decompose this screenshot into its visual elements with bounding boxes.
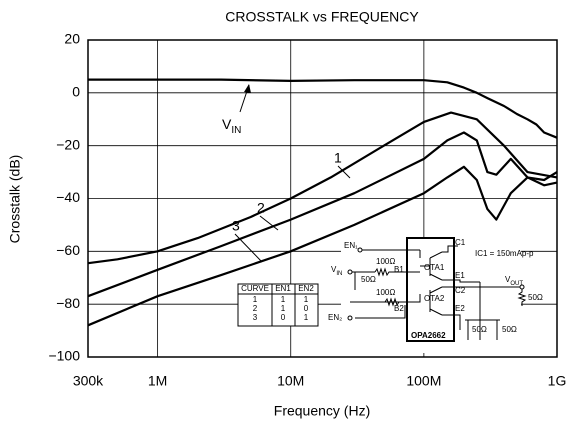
pin-label: B2: [394, 304, 404, 313]
table-cell: 1: [281, 295, 286, 304]
pin: [519, 284, 525, 290]
curve-table: CURVE EN1 EN2 1 1 12 1 03 0 1: [237, 283, 319, 327]
vin-label-sub: IN: [231, 125, 241, 136]
table-cell: 1: [304, 313, 309, 322]
amp-label: OTA1: [424, 263, 445, 272]
chart-title: CROSSTALK vs FREQUENCY: [225, 9, 419, 25]
pin-label-main: V: [331, 265, 337, 274]
y-axis-label: Crosstalk (dB): [7, 155, 23, 244]
curve: [87, 131, 558, 298]
vin-label: VIN: [222, 116, 241, 136]
table-cell: 1: [304, 295, 309, 304]
pin-label-sub: IN: [336, 271, 342, 277]
pin-label: B1: [394, 265, 404, 274]
pin: [357, 247, 363, 253]
y-tick-label: 0: [72, 84, 80, 100]
curve-label: 1: [334, 150, 342, 166]
resistor-label: 50Ω: [528, 293, 543, 302]
table-cell: 3: [253, 313, 258, 322]
y-tick-label: −40: [56, 189, 80, 205]
table-body: 1 1 12 1 03 0 1: [253, 295, 309, 322]
pin-label: VIN: [331, 265, 342, 276]
plot-area: [87, 39, 558, 358]
table-header: EN1: [275, 284, 291, 293]
amp-label: OTA2: [424, 294, 445, 303]
curve-arrow: [259, 215, 279, 231]
pin-label: VOUT: [505, 275, 523, 286]
x-tick-label: 1M: [148, 373, 167, 389]
table-header: EN2: [298, 284, 314, 293]
table-cell: 0: [304, 304, 309, 313]
pin-label: C2: [455, 286, 466, 295]
resistor-label: 50Ω: [502, 325, 517, 334]
x-tick-label: 1G: [548, 373, 567, 389]
resistor-label: 50Ω: [472, 325, 487, 334]
table-header: CURVE: [241, 284, 269, 293]
x-axis-label: Frequency (Hz): [274, 403, 370, 419]
curve-arrow: [337, 165, 351, 179]
curve: [88, 78, 558, 139]
resistor-label: 100Ω: [376, 288, 395, 297]
pin: [347, 315, 353, 321]
table-cell: 2: [253, 304, 258, 313]
curve-label: 3: [232, 218, 240, 234]
y-tick-label: −100: [48, 348, 80, 364]
resistor-label: 100Ω: [376, 257, 395, 266]
plot-frame: [87, 39, 558, 358]
pin-label-sub: OUT: [510, 281, 523, 287]
resistor-label: 50Ω: [361, 275, 376, 284]
curve: [87, 165, 558, 327]
annotation: IC1 = 150mAp-p: [475, 249, 534, 258]
pin-label-main: V: [505, 275, 511, 284]
resistors: [374, 267, 527, 307]
y-tick-label: −80: [56, 295, 80, 311]
y-tick-label: −20: [56, 136, 80, 152]
y-tick-label: −60: [56, 242, 80, 258]
pin-label: C1: [455, 238, 466, 247]
vin-arrowhead: [244, 84, 251, 93]
x-tick-label: 300k: [73, 373, 104, 389]
schematic: EN₁ VIN 100Ω 50Ω B1 OTA1 C1 IC1 = 150mAp…: [328, 237, 543, 353]
table-cell: 1: [253, 295, 258, 304]
pin-label: EN₁: [344, 241, 358, 250]
y-tick-label: 20: [64, 31, 80, 47]
schematic-wires: [350, 245, 522, 340]
vin-label-main: V: [222, 116, 232, 132]
pin-label: E1: [455, 271, 465, 280]
table-frame: [237, 283, 319, 327]
table-cell: 1: [281, 304, 286, 313]
pin-label: EN₂: [328, 313, 342, 322]
curve-arrow: [234, 233, 263, 263]
table-cell: 0: [281, 313, 286, 322]
part-label: OPA2662: [411, 331, 446, 340]
curve: [87, 111, 558, 265]
pin-label: E2: [455, 304, 465, 313]
curve-label: 2: [257, 200, 265, 216]
pin: [347, 269, 353, 275]
x-tick-label: 100M: [406, 373, 441, 389]
x-tick-label: 10M: [277, 373, 304, 389]
chip: [406, 237, 455, 342]
